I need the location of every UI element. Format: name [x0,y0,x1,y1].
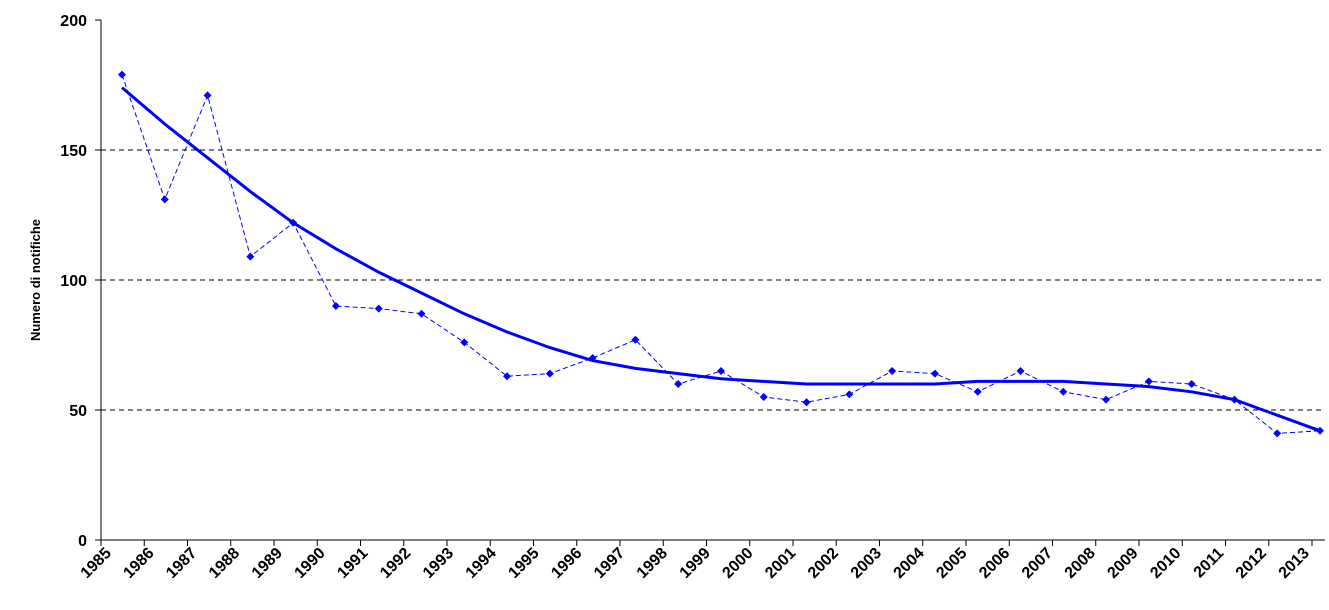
marker [1273,429,1282,438]
y-tick-label: 50 [69,403,87,420]
trend-line [121,86,1321,433]
x-tick-label: 2012 [1233,545,1270,582]
x-tick-label: 2013 [1276,545,1313,582]
x-tick-label: 1988 [206,545,243,582]
x-tick-label: 1998 [634,545,671,582]
marker [888,367,897,375]
y-tick-label: 150 [60,143,87,160]
x-tick-label: 1990 [292,545,329,582]
x-tick-label: 2002 [805,545,842,582]
x-tick-label: 2005 [933,545,970,582]
marker [203,91,212,100]
marker [845,390,854,399]
marker [1102,395,1111,404]
x-tick-label: 2007 [1019,545,1056,582]
y-axis-title: Numero di notifiche [28,219,43,341]
marker [160,195,169,204]
x-tick-label: 1993 [420,545,457,582]
marker [1059,387,1068,396]
marker [460,338,469,347]
marker [1144,377,1153,386]
x-tick-label: 2009 [1104,545,1141,582]
marker [118,70,126,79]
x-tick-label: 1999 [677,545,714,582]
x-tick-label: 1992 [377,545,414,582]
x-tick-label: 1995 [505,545,542,582]
x-tick-label: 1986 [120,545,157,582]
x-tick-label: 1989 [249,545,286,582]
marker [1016,367,1025,375]
x-tick-label: 2004 [891,545,928,582]
marker [503,372,512,381]
marker [802,398,811,407]
y-tick-label: 100 [60,273,87,290]
x-tick-label: 1985 [78,545,115,582]
marker [331,302,340,310]
marker [631,335,640,344]
x-tick-label: 2010 [1147,545,1184,582]
x-tick-label: 2003 [848,545,885,582]
x-tick-label: 2008 [1062,545,1099,582]
marker [1187,380,1196,388]
y-tick-label: 200 [60,13,87,30]
x-tick-label: 1987 [163,545,200,582]
x-tick-label: 2006 [976,545,1013,582]
x-tick-label: 1996 [548,545,585,582]
marker [246,252,255,261]
marker [759,393,768,401]
marker [374,304,383,313]
x-tick-label: 2000 [719,545,756,582]
marker [717,367,725,375]
x-tick-label: 1994 [463,545,500,582]
x-tick-label: 1991 [334,545,371,582]
marker [674,380,683,388]
x-tick-label: 2001 [762,545,799,582]
y-tick-label: 0 [78,533,87,550]
x-tick-label: 1997 [591,545,628,582]
marker [973,387,982,396]
marker [417,309,426,318]
marker [930,369,939,378]
marker [545,369,554,378]
x-tick-label: 2011 [1191,545,1228,582]
